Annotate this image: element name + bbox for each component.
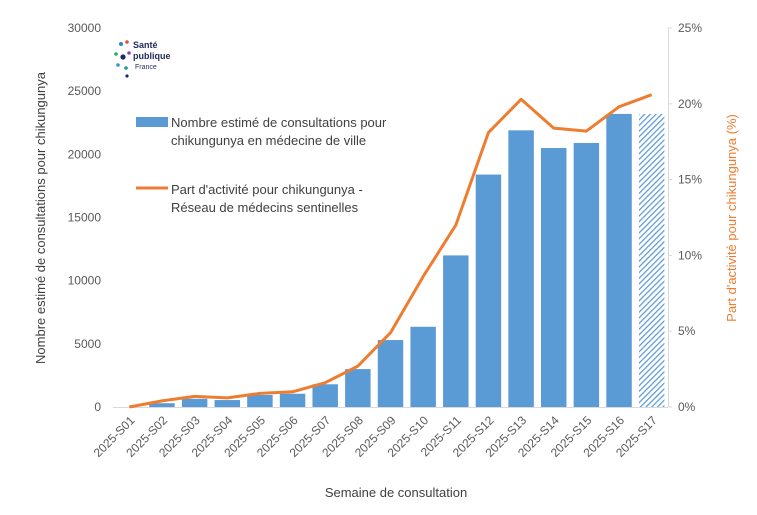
x-axis-title: Semaine de consultation	[325, 485, 467, 500]
bar-estimated	[638, 113, 665, 407]
bar	[475, 174, 502, 407]
y2-tick-label: 15%	[678, 173, 702, 187]
legend-bar-label-2: chikungunya en médecine de ville	[171, 133, 366, 148]
right-axis-ticks: 0% 5% 10% 15% 20% 25%	[668, 21, 702, 414]
bar	[345, 369, 371, 407]
y-tick-label: 30000	[68, 21, 102, 35]
sante-publique-france-logo: Santé publique France	[114, 40, 171, 78]
line-series	[129, 93, 653, 409]
bar	[312, 384, 338, 407]
y2-tick-label: 20%	[678, 97, 702, 111]
y-tick-label: 5000	[74, 337, 101, 351]
y2-axis-title: Part d'activité pour chikungunya (%)	[724, 114, 739, 322]
legend-line-label-2: Réseau de médecins sentinelles	[171, 200, 359, 215]
logo-line-2: publique	[133, 51, 171, 61]
bar	[279, 393, 306, 407]
y2-tick-label: 0%	[678, 400, 696, 414]
y-tick-label: 25000	[68, 84, 102, 98]
bar	[410, 326, 436, 407]
legend: Nombre estimé de consultations pour chik…	[136, 115, 387, 215]
bar-series	[149, 113, 665, 408]
legend-bar-swatch	[136, 117, 168, 127]
y-tick-label: 0	[94, 400, 101, 414]
bar	[573, 142, 600, 408]
left-axis-ticks: 0 5000 10000 15000 20000 25000 30000	[68, 21, 102, 414]
bar	[247, 394, 273, 407]
bar	[214, 400, 240, 407]
y2-tick-label: 5%	[678, 324, 696, 338]
y2-tick-label: 25%	[678, 21, 702, 35]
y-tick-label: 10000	[68, 274, 102, 288]
bar	[606, 113, 632, 407]
logo-line-3: France	[135, 64, 157, 71]
y-tick-label: 20000	[68, 147, 102, 161]
legend-bar-label-1: Nombre estimé de consultations pour	[171, 115, 387, 130]
bar	[541, 148, 567, 407]
line-path	[129, 93, 653, 409]
y-tick-label: 15000	[68, 211, 102, 225]
bar	[377, 340, 404, 407]
x-axis-ticks: 2025-S012025-S022025-S032025-S042025-S05…	[91, 413, 660, 460]
y-axis-title: Nombre estimé de consultations pour chik…	[33, 71, 48, 364]
legend-line-label-1: Part d'activité pour chikungunya -	[171, 182, 363, 197]
bar	[181, 398, 208, 407]
bar	[443, 255, 469, 407]
bar	[149, 403, 175, 407]
bar	[508, 130, 534, 407]
y2-tick-label: 10%	[678, 248, 702, 262]
logo-line-1: Santé	[133, 40, 158, 50]
